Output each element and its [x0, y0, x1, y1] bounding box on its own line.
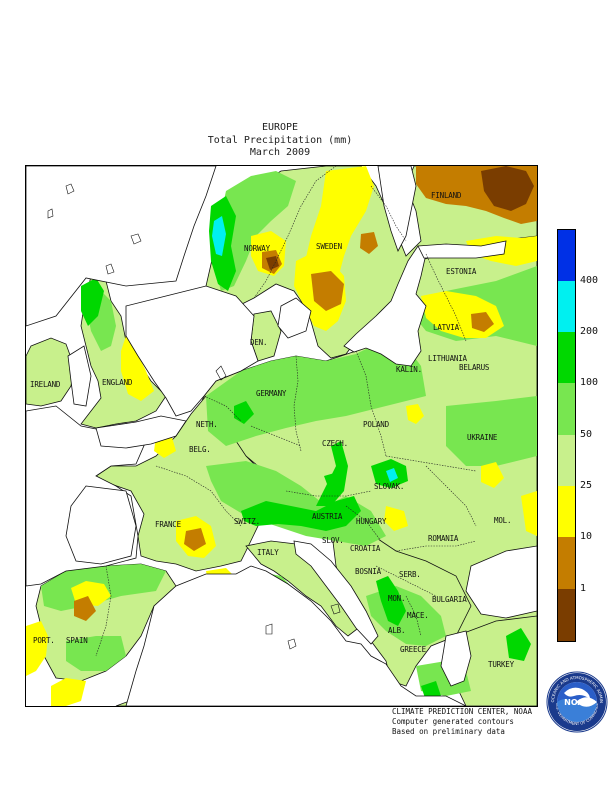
english-channel	[95, 415, 187, 449]
label-lithuania: LITHUANIA	[428, 354, 467, 363]
kattegat	[277, 297, 312, 339]
legend-swatch-100-200	[558, 332, 575, 383]
bay-of-biscay	[65, 485, 137, 565]
label-port: PORT.	[33, 636, 55, 645]
label-finland: FINLAND	[431, 191, 462, 200]
mediterranean-sea	[125, 565, 467, 706]
zone-below-1	[266, 166, 534, 270]
legend-swatch-below-1	[558, 589, 575, 641]
map-title-block: EUROPE Total Precipitation (mm) March 20…	[0, 122, 560, 160]
credit-line-method: Computer generated contours	[392, 717, 514, 726]
label-latvia: LATVIA	[433, 323, 459, 332]
map-canvas	[26, 166, 537, 706]
label-czech: CZECH.	[322, 439, 348, 448]
label-kalin: KALIN.	[396, 365, 422, 374]
legend-swatch-above-400	[558, 230, 575, 281]
landmass-scandinavia	[205, 166, 537, 359]
label-austria: AUSTRIA	[312, 512, 343, 521]
label-den: DEN.	[250, 338, 268, 347]
legend-label-400: 400	[580, 275, 599, 286]
label-england: ENGLAND	[102, 378, 133, 387]
legend-label-50: 50	[580, 429, 593, 440]
label-turkey: TURKEY	[488, 660, 514, 669]
map-title-region: EUROPE	[261, 122, 299, 133]
label-slovak: SLOVAK.	[374, 482, 405, 491]
label-neth: NETH.	[196, 420, 218, 429]
label-norway: NORWAY	[244, 244, 270, 253]
label-bosnia: BOSNIA	[355, 567, 381, 576]
label-mon: MON.	[388, 594, 406, 603]
label-italy: ITALY	[257, 548, 279, 557]
label-ireland: IRELAND	[30, 380, 61, 389]
credit-line-source: CLIMATE PREDICTION CENTER, NOAA	[392, 707, 532, 716]
noaa-logo: NATIONAL OCEANIC AND ATMOSPHERIC ADMINIS…	[546, 671, 608, 733]
label-mace: MACE.	[407, 611, 429, 620]
norwegian-sea	[26, 166, 217, 327]
irish-sea	[67, 345, 92, 407]
label-belarus: BELARUS	[459, 363, 490, 372]
label-croatia: CROATIA	[350, 544, 381, 553]
label-romania: ROMANIA	[428, 534, 459, 543]
gull-icon	[564, 687, 590, 699]
legend-swatch-25-50	[558, 435, 575, 486]
label-alb: ALB.	[388, 626, 406, 635]
map-title-period: March 2009	[249, 147, 311, 158]
coast-details	[47, 183, 341, 650]
legend-swatch-1-10	[558, 537, 575, 589]
label-slov: SLOV.	[322, 536, 344, 545]
label-switz: SWITZ.	[234, 517, 260, 526]
label-bulgaria: BULGARIA	[432, 595, 467, 604]
label-spain: SPAIN	[66, 636, 88, 645]
baltic-sea	[343, 245, 427, 367]
gulf-of-finland	[417, 240, 507, 259]
label-france: FRANCE	[155, 520, 181, 529]
label-serb: SERB.	[399, 570, 421, 579]
legend-label-200: 200	[580, 326, 599, 337]
aegean-sea	[440, 630, 472, 687]
label-ukraine: UKRAINE	[467, 433, 498, 442]
credit-block: CLIMATE PREDICTION CENTER, NOAA Computer…	[392, 707, 532, 737]
landmass-ireland	[26, 337, 75, 407]
legend-swatch-200-400	[558, 281, 575, 332]
label-sweden: SWEDEN	[316, 242, 342, 251]
label-estonia: ESTONIA	[446, 267, 477, 276]
credit-line-data: Based on preliminary data	[392, 727, 505, 736]
north-sea	[125, 285, 259, 417]
legend-label-1: 1	[580, 583, 587, 594]
legend-swatch-50-100	[558, 383, 575, 435]
label-hungary: HUNGARY	[356, 517, 387, 526]
label-belg: BELG.	[189, 445, 211, 454]
logo-text: NOAA	[564, 698, 590, 707]
adriatic-sea	[293, 540, 379, 645]
legend-label-10: 10	[580, 531, 593, 542]
precipitation-legend	[557, 229, 576, 642]
legend-label-100: 100	[580, 377, 599, 388]
legend-label-25: 25	[580, 480, 593, 491]
gulf-of-bothnia	[377, 166, 417, 252]
precipitation-map: FINLAND NORWAY SWEDEN ESTONIA LATVIA DEN…	[25, 165, 538, 707]
label-mol: MOL.	[494, 516, 512, 525]
label-poland: POLAND	[363, 420, 389, 429]
country-borders	[95, 166, 477, 657]
black-sea	[465, 545, 537, 619]
label-germany: GERMANY	[256, 389, 287, 398]
water-bodies	[26, 166, 537, 706]
map-title-variable: Total Precipitation (mm)	[207, 134, 353, 146]
legend-swatch-10-25	[558, 486, 575, 537]
label-greece: GREECE	[400, 645, 426, 654]
